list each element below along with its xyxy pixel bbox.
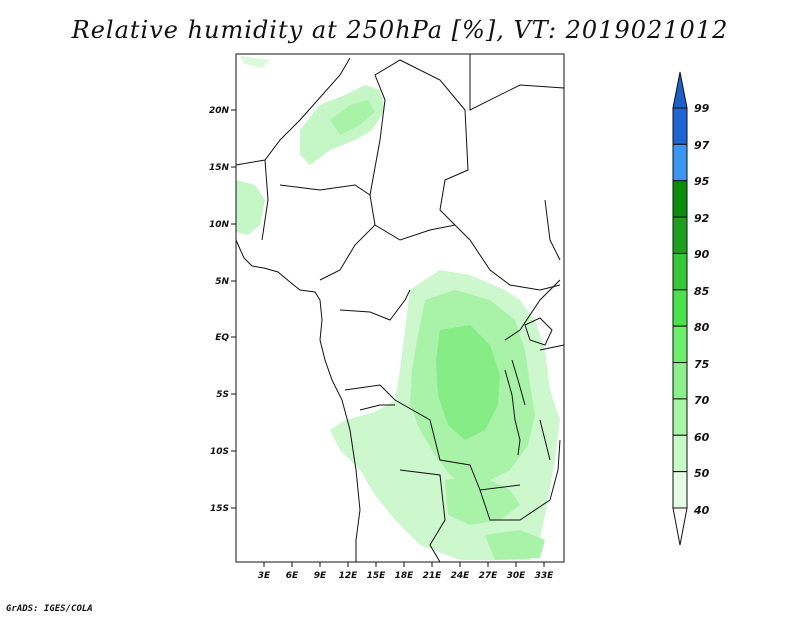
colorbar-label: 40 [693, 504, 710, 517]
longitude-labels: 3E 6E 9E 12E 15E 18E 21E 24E 27E 30E 33E [258, 571, 554, 581]
colorbar-bin [672, 107, 688, 145]
colorbar-bin [672, 143, 688, 182]
border-j [359, 404, 395, 411]
colorbar-top-arrow [672, 71, 688, 109]
border-a [235, 57, 351, 166]
colorbar-label: 92 [694, 212, 710, 225]
border-e [369, 59, 469, 226]
colorbar-label: 85 [694, 285, 710, 298]
colorbar: 99 97 95 92 90 85 80 75 70 60 50 40 [672, 71, 710, 546]
lat-label: 15N [209, 163, 230, 173]
lon-label: 3E [258, 571, 271, 581]
colorbar-bin [672, 289, 688, 327]
border-h [339, 289, 411, 321]
colorbar-label: 80 [694, 321, 710, 334]
colorbar-bin [672, 216, 688, 254]
colorbar-label: 99 [694, 102, 710, 115]
lon-label: 18E [395, 571, 415, 581]
map-frame-group: 20N 15N 10N 5N EQ 5S 10S 15S 3E 6E 9E [209, 53, 565, 581]
lat-label: 20N [209, 106, 230, 116]
humidity-area-westafrica [236, 180, 265, 235]
colorbar-bin [672, 398, 688, 436]
lon-label: 33E [535, 571, 555, 581]
longitude-axis [263, 562, 545, 567]
humidity-area-core [436, 325, 500, 440]
lon-label: 30E [507, 571, 527, 581]
colorbar-labels: 99 97 95 92 90 85 80 75 70 60 50 40 [693, 102, 710, 517]
colorbar-label: 70 [694, 394, 710, 407]
latitude-labels: 20N 15N 10N 5N EQ 5S 10S 15S [209, 106, 230, 514]
colorbar-label: 50 [694, 467, 710, 480]
colorbar-label: 90 [694, 248, 710, 261]
border-east [504, 279, 565, 351]
lon-label: 24E [451, 571, 471, 581]
lon-label: 27E [479, 571, 499, 581]
lat-label: 10S [210, 447, 229, 457]
border-d [374, 224, 561, 291]
grads-credit: GrADS: IGES/COLA [6, 604, 93, 614]
colorbar-label: 95 [694, 175, 710, 188]
humidity-area-southeast [485, 530, 545, 560]
colorbar-bin [672, 180, 688, 218]
humidity-shading [236, 56, 560, 560]
lat-label: 15S [210, 504, 229, 514]
humidity-area-sahara-inner [330, 100, 375, 135]
lat-label: 10N [209, 220, 230, 230]
great-lakes [504, 359, 551, 461]
lake-victoria [524, 317, 553, 346]
lon-label: 9E [314, 571, 327, 581]
colorbar-label: 75 [694, 358, 710, 371]
border-b [261, 159, 269, 241]
colorbar-label: 97 [694, 139, 710, 152]
lat-label: 5S [216, 390, 229, 400]
humidity-area-northedge [240, 56, 270, 68]
colorbar-bin [672, 325, 688, 364]
lon-label: 15E [367, 571, 387, 581]
coastlines-and-borders [235, 54, 565, 563]
border-l [479, 439, 561, 521]
map-title: Relative humidity at 250hPa [%], VT: 201… [71, 16, 729, 44]
lon-label: 21E [423, 571, 443, 581]
colorbar-bin [672, 471, 688, 509]
lat-label: 5N [215, 277, 229, 287]
latitude-axis [231, 109, 236, 509]
border-f [469, 54, 565, 111]
border-g [544, 199, 561, 261]
colorbar-bin [672, 434, 688, 473]
border-k [399, 469, 446, 563]
colorbar-bin [672, 362, 688, 400]
border-c [279, 184, 376, 281]
colorbar-label: 60 [694, 431, 710, 444]
map-frame [235, 53, 565, 563]
lat-label: EQ [215, 333, 229, 343]
lon-label: 12E [339, 571, 359, 581]
colorbar-bin [672, 252, 688, 291]
colorbar-bottom-arrow [672, 507, 688, 546]
colorbar-bins [672, 107, 688, 509]
border-i [344, 384, 521, 491]
west-africa-coastline [235, 239, 361, 562]
lon-label: 6E [286, 571, 299, 581]
